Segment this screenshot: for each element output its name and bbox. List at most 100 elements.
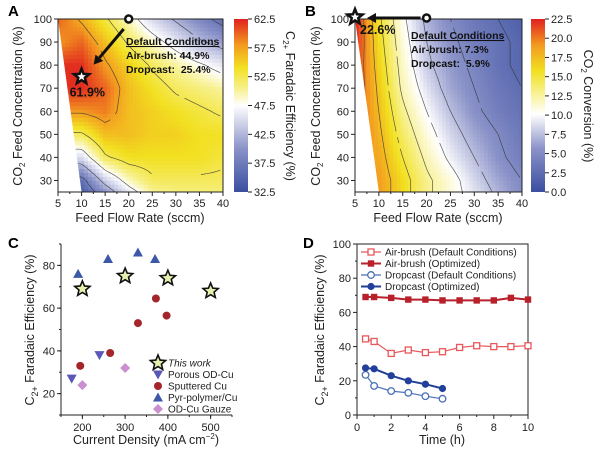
heatmap-cell <box>95 66 100 71</box>
colorbar-tick-label: 10.0 <box>551 110 572 122</box>
heatmap-cell <box>151 101 157 107</box>
heatmap-cell <box>61 34 67 40</box>
heatmap-cell <box>408 136 413 142</box>
heatmap-cell <box>80 85 85 91</box>
heatmap-cell <box>73 121 78 126</box>
heatmap-cell <box>419 19 424 24</box>
heatmap-cell <box>434 38 440 44</box>
heatmap-cell <box>129 109 134 114</box>
colorbar-tick-label: 17.5 <box>551 52 572 64</box>
heatmap-cell <box>518 125 522 130</box>
heatmap-cell <box>476 188 481 192</box>
heatmap-cell <box>442 89 447 95</box>
heatmap-cell <box>80 22 85 28</box>
heatmap-cell <box>110 81 115 87</box>
heatmap-cell <box>465 46 470 52</box>
heatmap-cell <box>465 156 470 162</box>
heatmap-cell <box>125 30 130 36</box>
heatmap-cell <box>84 19 89 24</box>
heatmap-cell <box>381 129 386 134</box>
heatmap-cell <box>144 172 149 177</box>
heatmap-cell <box>377 77 383 83</box>
heatmap-cell <box>427 85 432 91</box>
heatmap-cell <box>133 66 138 71</box>
heatmap-cell <box>468 38 474 44</box>
heatmap-cell <box>499 62 504 67</box>
heatmap-cell <box>215 22 220 28</box>
heatmap-cell <box>484 30 489 36</box>
heatmap-cell <box>208 77 213 83</box>
heatmap-cell <box>404 38 409 44</box>
heatmap-cell <box>373 136 379 142</box>
colorbar-tick-label: 5.0 <box>551 149 566 161</box>
heatmap-cell <box>118 180 123 185</box>
y-tick-label: 80 <box>339 273 351 285</box>
heatmap-cell <box>487 125 493 130</box>
heatmap-cell <box>114 50 119 55</box>
heatmap-cell <box>476 113 481 118</box>
heatmap-cell <box>373 156 379 162</box>
heatmap-cell <box>491 93 497 99</box>
heatmap-cell <box>84 46 89 52</box>
heatmap-cell <box>503 70 508 75</box>
heatmap-cell <box>506 117 512 122</box>
heatmap-cell <box>468 152 474 158</box>
heatmap-cell <box>457 136 462 142</box>
heatmap-cell <box>140 85 145 91</box>
legend-marker-diamond <box>153 404 163 414</box>
heatmap-cell <box>484 66 489 71</box>
heatmap-cell <box>457 22 462 28</box>
heatmap-cell <box>427 97 432 103</box>
heatmap-cell <box>499 136 504 142</box>
heatmap-cell <box>446 121 451 126</box>
heatmap-cell <box>69 19 74 24</box>
heatmap-cell <box>430 81 436 87</box>
heatmap-cell <box>446 38 451 44</box>
heatmap-cell <box>114 113 119 118</box>
heatmap-cell <box>106 129 112 134</box>
heatmap-cell <box>148 121 153 126</box>
heatmap-cell <box>163 26 168 32</box>
heatmap-cell <box>434 109 440 114</box>
heatmap-cell <box>106 50 112 55</box>
heatmap-cell <box>476 34 481 40</box>
legend-label: Porous OD-Cu <box>168 370 234 381</box>
heatmap-cell <box>148 42 153 48</box>
heatmap-cell <box>461 121 466 126</box>
heatmap-cell <box>499 101 504 107</box>
heatmap-cell <box>449 148 455 154</box>
heatmap-cell <box>129 85 134 91</box>
heatmap-cell <box>449 81 455 87</box>
heatmap-cell <box>373 160 379 166</box>
heatmap-cell <box>95 176 100 181</box>
heatmap-cell <box>84 109 89 114</box>
heatmap-cell <box>366 70 371 75</box>
heatmap-cell <box>91 136 97 142</box>
heatmap-cell <box>389 144 394 150</box>
heatmap-cell <box>408 160 413 166</box>
heatmap-cell <box>411 109 417 114</box>
heatmap-cell <box>136 121 142 126</box>
heatmap-cell <box>472 97 478 103</box>
heatmap-cell <box>163 184 168 189</box>
heatmap-cell <box>148 62 153 67</box>
heatmap-cell <box>193 97 198 103</box>
heatmap-cell <box>208 34 213 40</box>
heatmap-cell <box>415 97 421 103</box>
heatmap-cell <box>114 172 119 177</box>
heatmap-cell <box>166 22 172 28</box>
heatmap-cell <box>144 77 149 83</box>
heatmap-cell <box>193 117 198 122</box>
heatmap-cell <box>385 109 390 114</box>
heatmap-cell <box>61 22 67 28</box>
heatmap-cell <box>125 152 130 158</box>
colorbar-label-a: C2+ Faradaic Efficiency (%) <box>281 31 297 181</box>
heatmap-cell <box>503 101 508 107</box>
heatmap-cell <box>178 81 183 87</box>
heatmap-cell <box>484 81 489 87</box>
heatmap-cell <box>114 97 119 103</box>
heatmap-cell <box>133 152 138 158</box>
heatmap-cell <box>200 19 205 24</box>
heatmap-cell <box>484 117 489 122</box>
heatmap-cell <box>193 136 198 142</box>
